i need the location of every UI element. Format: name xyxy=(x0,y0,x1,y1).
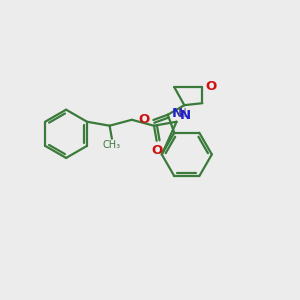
Text: H: H xyxy=(178,107,186,120)
Text: O: O xyxy=(139,113,150,127)
Text: N: N xyxy=(172,107,183,120)
Text: O: O xyxy=(206,80,217,93)
Text: CH₃: CH₃ xyxy=(103,140,121,150)
Text: O: O xyxy=(151,144,162,157)
Text: N: N xyxy=(180,109,191,122)
